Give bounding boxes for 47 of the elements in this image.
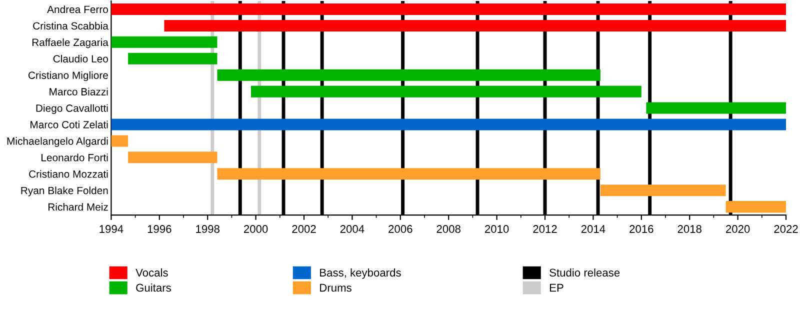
bar bbox=[111, 36, 218, 48]
x-tick-label: 2020 bbox=[726, 225, 750, 233]
x-tick-label: 1998 bbox=[196, 225, 220, 233]
x-tick-label: 2014 bbox=[581, 225, 606, 233]
y-tick-label: Leonardo Forti bbox=[42, 154, 108, 162]
x-tick-label: 2002 bbox=[292, 225, 316, 233]
legend-label: Guitars bbox=[136, 284, 171, 292]
bar bbox=[128, 52, 218, 64]
bar bbox=[164, 20, 786, 32]
bar bbox=[217, 168, 600, 180]
legend-label: EP bbox=[550, 284, 564, 292]
bar bbox=[111, 135, 128, 147]
bar bbox=[726, 201, 786, 213]
x-tick-label: 2000 bbox=[244, 225, 268, 233]
y-tick-label: Andrea Ferro bbox=[47, 5, 108, 14]
legend-label: Studio release bbox=[550, 268, 620, 277]
x-tick-label: 1994 bbox=[100, 225, 124, 233]
y-tick-label: Michaelangelo Algardi bbox=[7, 137, 108, 147]
y-tick-label: Ryan Blake Folden bbox=[21, 186, 108, 196]
bar bbox=[646, 102, 786, 114]
x-tick-label: 2004 bbox=[340, 225, 364, 233]
legend-label: Vocals bbox=[136, 268, 168, 277]
y-tick-label: Marco Biazzi bbox=[50, 88, 108, 96]
bar bbox=[600, 184, 726, 196]
y-tick-label: Cristiano Mozzati bbox=[29, 170, 108, 178]
y-tick-label: Diego Cavallotti bbox=[36, 104, 108, 114]
x-tick-label: 2018 bbox=[678, 225, 702, 233]
bar bbox=[128, 152, 218, 164]
x-tick-label: 1996 bbox=[148, 225, 172, 233]
legend-label: Drums bbox=[320, 284, 352, 292]
x-tick-label: 2012 bbox=[533, 225, 557, 233]
legend-label: Bass, keyboards bbox=[320, 268, 401, 279]
bar bbox=[111, 118, 786, 130]
y-tick-label: Raffaele Zagaria bbox=[32, 38, 108, 48]
x-tick-label: 2010 bbox=[485, 225, 509, 233]
x-tick-label: 2016 bbox=[630, 225, 654, 233]
y-tick-label: Marco Coti Zelati bbox=[30, 120, 108, 128]
x-tick-label: 2022 bbox=[774, 225, 798, 233]
x-tick-label: 2006 bbox=[388, 225, 412, 233]
x-tick-label: 2008 bbox=[436, 225, 460, 233]
y-tick-label: Cristiano Migliore bbox=[28, 71, 108, 82]
bar bbox=[217, 69, 600, 81]
bar bbox=[250, 86, 642, 98]
y-tick-label: Cristina Scabbia bbox=[33, 22, 108, 30]
bar bbox=[111, 3, 786, 15]
y-tick-label: Richard Meiz bbox=[48, 203, 108, 211]
y-tick-label: Claudio Leo bbox=[53, 54, 108, 63]
